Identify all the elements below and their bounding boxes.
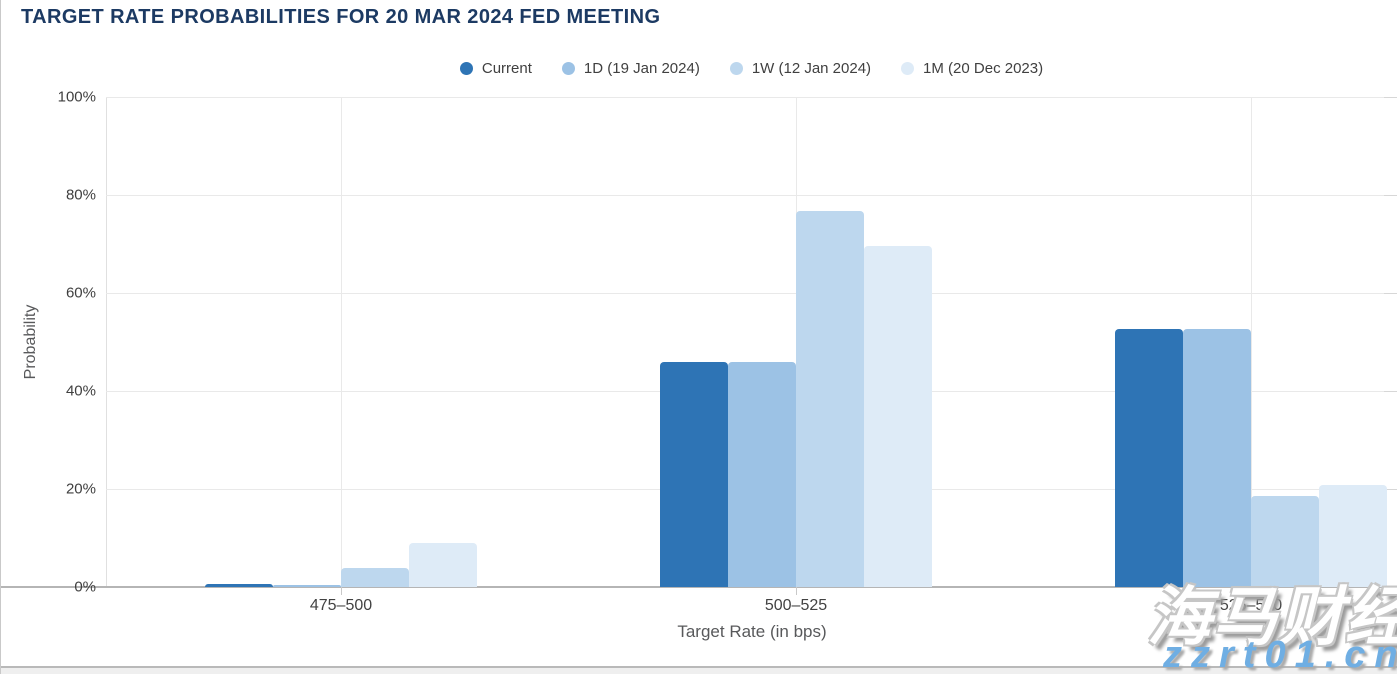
bar-1m-20-dec-2023-525-550[interactable] xyxy=(1319,484,1387,587)
x-axis-tick xyxy=(796,587,797,595)
bar-1w-12-jan-2024-475-500[interactable] xyxy=(341,567,409,587)
legend: Current 1D (19 Jan 2024) 1W (12 Jan 2024) 1… xyxy=(106,56,1397,80)
legend-item-current[interactable]: Current xyxy=(459,59,532,77)
bar-current-525-550[interactable] xyxy=(1115,328,1183,587)
plot-area: 0% 20% 40% 60% 80% 100% 475–500 500–525 525–550 xyxy=(1,89,1397,614)
bar-1w-12-jan-2024-500-525[interactable] xyxy=(796,210,864,587)
right-axis-tick xyxy=(1384,489,1397,490)
bar-current-475-500[interactable] xyxy=(205,584,273,587)
right-axis-tick xyxy=(1384,391,1397,392)
chart-title: TARGET RATE PROBABILITIES FOR 20 MAR 202… xyxy=(21,6,661,28)
bar-1d-19-jan-2024-500-525[interactable] xyxy=(728,361,796,587)
x-axis-tick xyxy=(341,587,342,595)
legend-label: 1W (12 Jan 2024) xyxy=(751,59,872,77)
y-tick-label-40: 40% xyxy=(65,382,96,400)
category-gridline xyxy=(1251,97,1252,587)
legend-dot-icon xyxy=(459,61,473,75)
x-tick-label-475-500: 475–500 xyxy=(309,597,373,614)
legend-label: 1D (19 Jan 2024) xyxy=(583,59,700,77)
y-tick-label-100: 100% xyxy=(57,88,96,106)
x-axis-tick xyxy=(1251,587,1252,595)
legend-dot-icon xyxy=(561,61,575,75)
legend-label: 1M (20 Dec 2023) xyxy=(923,59,1044,77)
y-tick-label-0: 0% xyxy=(74,578,96,596)
right-axis-tick xyxy=(1384,293,1397,294)
y-tick-label-60: 60% xyxy=(65,284,96,302)
bar-1w-12-jan-2024-525-550[interactable] xyxy=(1251,495,1319,587)
gridline-100 xyxy=(106,97,1397,98)
y-tick-label-20: 20% xyxy=(65,480,96,498)
gridline-60 xyxy=(106,293,1397,294)
x-axis-line xyxy=(1,586,1397,588)
legend-dot-icon xyxy=(901,61,915,75)
legend-item-1m-20-dec-2023[interactable]: 1M (20 Dec 2023) xyxy=(901,60,1043,77)
y-tick-label-80: 80% xyxy=(65,186,96,204)
legend-label: Current xyxy=(481,59,532,77)
legend-dot-icon xyxy=(729,61,743,75)
x-tick-label-500-525: 500–525 xyxy=(764,597,828,614)
y-axis-title: Probability xyxy=(22,304,39,380)
y-axis-line xyxy=(106,97,107,587)
bar-1d-19-jan-2024-475-500[interactable] xyxy=(273,584,341,587)
legend-item-1w-12-jan-2024[interactable]: 1W (12 Jan 2024) xyxy=(729,59,872,77)
bar-current-500-525[interactable] xyxy=(660,361,728,587)
bar-1m-20-dec-2023-475-500[interactable] xyxy=(409,542,477,587)
bottom-strip xyxy=(1,666,1397,674)
right-axis-tick xyxy=(1384,195,1397,196)
category-gridline xyxy=(341,97,342,587)
x-tick-label-525-550: 525–550 xyxy=(1219,597,1283,614)
right-axis-tick xyxy=(1384,97,1397,98)
x-axis-title: Target Rate (in bps) xyxy=(677,622,827,641)
bar-1d-19-jan-2024-525-550[interactable] xyxy=(1183,328,1251,587)
legend-item-1d-19-jan-2024[interactable]: 1D (19 Jan 2024) xyxy=(561,59,700,77)
gridline-80 xyxy=(106,195,1397,196)
bar-1m-20-dec-2023-500-525[interactable] xyxy=(864,246,932,587)
